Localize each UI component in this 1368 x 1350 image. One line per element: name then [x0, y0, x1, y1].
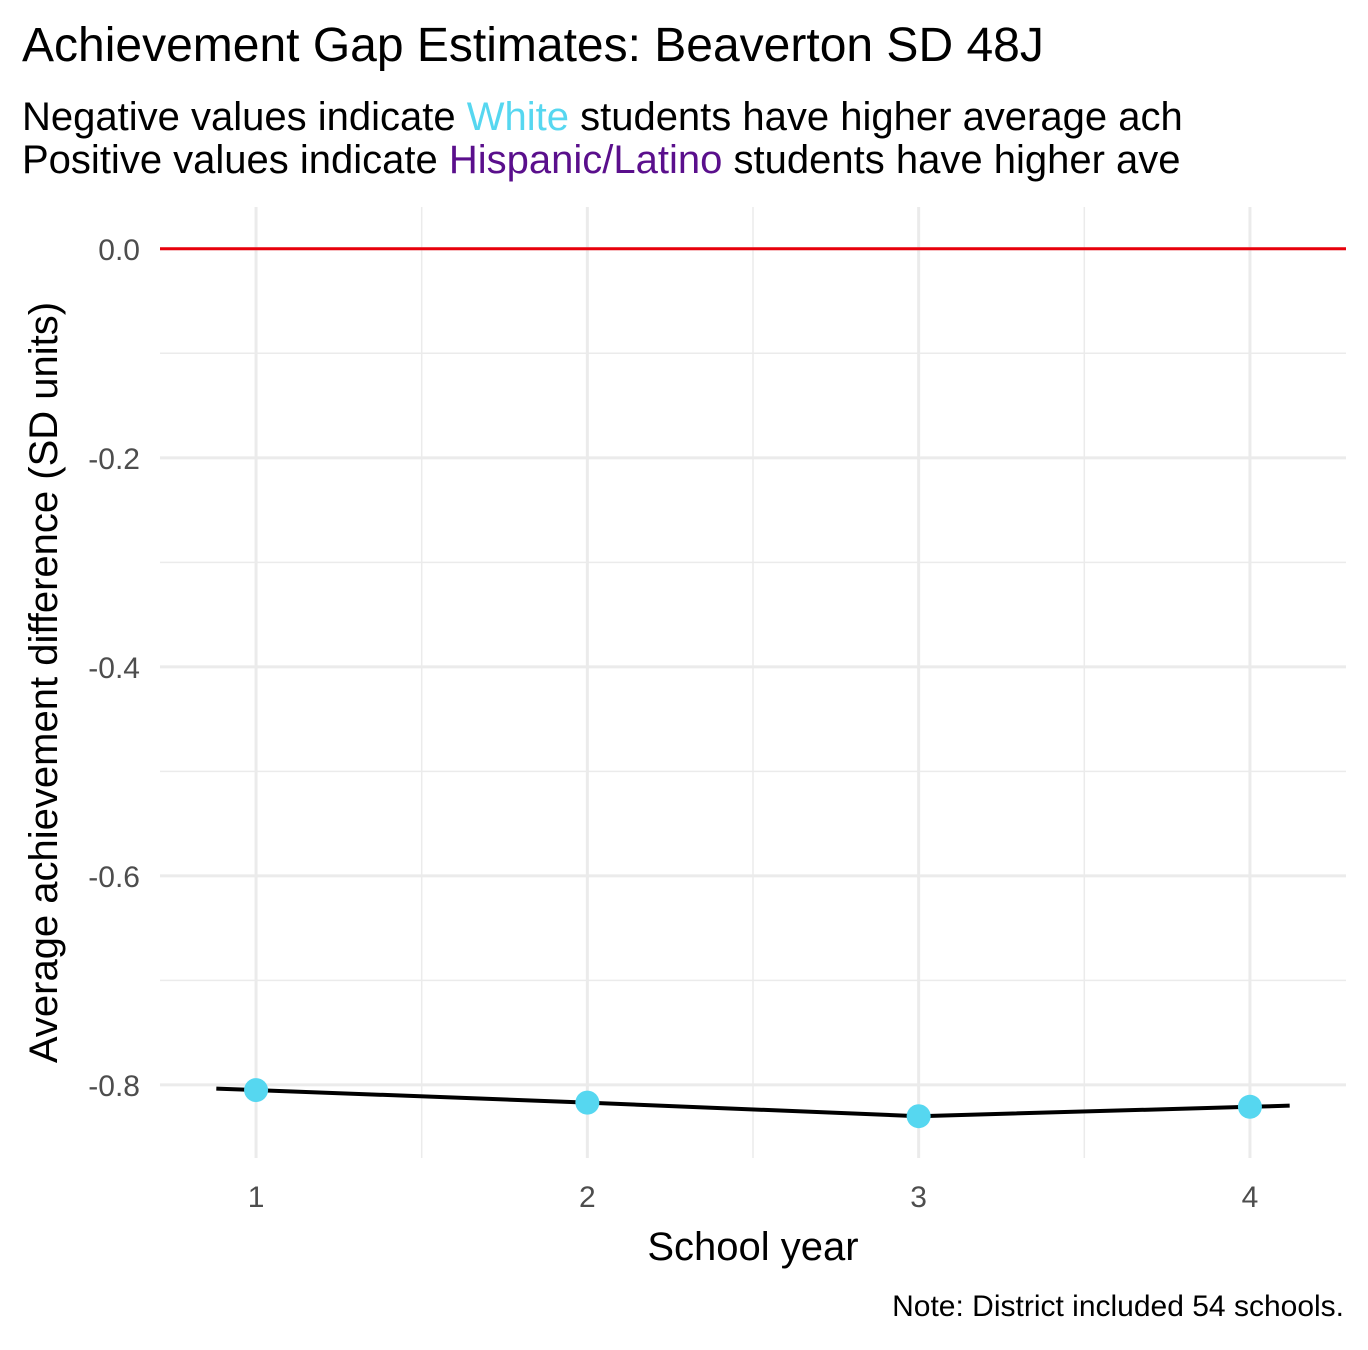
subtitle-line-2: Positive values indicate Hispanic/Latino… [22, 138, 1181, 183]
data-point [244, 1078, 269, 1103]
caption-note: Note: District included 54 schools. [892, 1290, 1344, 1323]
subtitle-line-1-pre: Negative values indicate [22, 95, 467, 139]
y-tick-label: -0.2 [88, 443, 140, 476]
data-point [1237, 1094, 1262, 1119]
subtitle-white-group: White [466, 95, 569, 139]
y-axis-title: Average achievement difference (SD units… [22, 302, 66, 1063]
subtitle-line-2-pre: Positive values indicate [22, 138, 449, 182]
y-tick-label: -0.4 [88, 652, 140, 685]
data-point [575, 1090, 600, 1115]
tick-labels: 1 2 3 4 0.0 -0.2 -0.4 -0.6 -0.8 [88, 234, 1258, 1214]
subtitle-line-1: Negative values indicate White students … [22, 95, 1183, 140]
data-point [906, 1104, 931, 1129]
subtitle-line-2-post: students have higher ave [722, 138, 1181, 182]
x-tick-label: 1 [248, 1181, 265, 1214]
x-tick-label: 4 [1242, 1181, 1259, 1214]
x-tick-label: 2 [579, 1181, 596, 1214]
y-tick-label: -0.6 [88, 861, 140, 894]
series-group [216, 1078, 1290, 1129]
y-tick-label: 0.0 [98, 234, 140, 267]
subtitle-line-1-post: students have higher average ach [568, 95, 1183, 139]
chart-title: Achievement Gap Estimates: Beaverton SD … [22, 19, 1044, 72]
subtitle-hispanic-latino-group: Hispanic/Latino [448, 138, 723, 182]
x-axis-title: School year [647, 1225, 858, 1269]
x-tick-label: 3 [910, 1181, 927, 1214]
grid-lines [160, 207, 1346, 1158]
y-tick-label: -0.8 [88, 1070, 140, 1103]
